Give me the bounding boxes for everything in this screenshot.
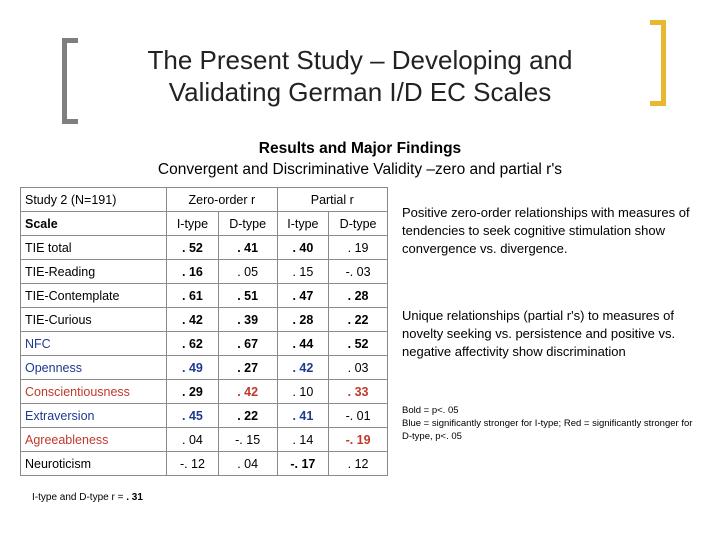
slide-subtitle: Results and Major Findings Convergent an… — [0, 138, 720, 180]
d-type-header: D-type — [217, 211, 278, 236]
value-cell: . 03 — [328, 355, 388, 380]
value-cell: . 39 — [217, 307, 278, 332]
table-footnote: I-type and D-type r = . 31 — [32, 492, 143, 503]
table-row: TIE-Contemplate. 61. 51. 47. 28 — [19, 283, 388, 308]
value-cell: . 16 — [166, 259, 219, 284]
scale-name: Agreeableness — [19, 427, 168, 452]
value-cell: -. 17 — [276, 451, 330, 476]
table-row: Extraversion. 45. 22. 41 -. 01 — [19, 403, 388, 428]
value-cell: . 40 — [276, 235, 330, 260]
scale-name: TIE-Reading — [19, 259, 168, 284]
subtitle-heading: Results and Major Findings — [258, 140, 462, 157]
scale-name: TIE-Contemplate — [19, 283, 168, 308]
value-cell: . 22 — [328, 307, 388, 332]
scale-name: TIE-Curious — [19, 307, 168, 332]
value-cell: . 45 — [166, 403, 219, 428]
footnote-value: . 31 — [126, 492, 143, 503]
results-table: Study 2 (N=191) Zero-order r Partial r S… — [19, 187, 389, 476]
table-row: TIE total. 52. 41. 40. 19 — [19, 235, 388, 260]
value-cell: . 12 — [328, 451, 388, 476]
finding-convergence: Positive zero-order relationships with m… — [402, 205, 690, 256]
value-cell: . 28 — [276, 307, 330, 332]
left-bracket-decoration — [62, 38, 78, 124]
scale-header: Scale — [19, 211, 168, 236]
value-cell: . 05 — [217, 259, 278, 284]
right-bracket-decoration — [650, 20, 666, 106]
finding-discrimination: Unique relationships (partial r's) to me… — [402, 308, 676, 359]
table-header-row-groups: Study 2 (N=191) Zero-order r Partial r — [19, 187, 389, 212]
value-cell: . 27 — [217, 355, 278, 380]
value-cell: . 19 — [328, 235, 388, 260]
value-cell: . 62 — [166, 331, 219, 356]
table-row: Conscientiousness. 29. 42. 10. 33 — [19, 379, 388, 404]
value-cell: . 42 — [166, 307, 219, 332]
partial-header: Partial r — [276, 187, 389, 212]
value-cell: . 52 — [166, 235, 219, 260]
table-row: TIE-Curious. 42. 39. 28. 22 — [19, 307, 388, 332]
value-cell: -. 03 — [328, 259, 388, 284]
table-row: Openness. 49. 27. 42. 03 — [19, 355, 388, 380]
value-cell: -. 01 — [328, 403, 388, 428]
value-cell: . 33 — [328, 379, 388, 404]
scale-name: NFC — [19, 331, 168, 356]
value-cell: . 28 — [328, 283, 388, 308]
value-cell: . 14 — [276, 427, 330, 452]
legend: Bold = p<. 05 Blue = significantly stron… — [402, 404, 702, 443]
slide-title: The Present Study – Developing and Valid… — [147, 45, 573, 107]
value-cell: . 22 — [217, 403, 278, 428]
scale-name: Neuroticism — [19, 451, 168, 476]
value-cell: . 04 — [166, 427, 219, 452]
value-cell: . 49 — [166, 355, 219, 380]
d-type-header: D-type — [328, 211, 388, 236]
footnote-text: I-type and D-type r = — [32, 492, 127, 503]
table-row: Agreeableness. 04 -. 15. 14 -. 19 — [19, 427, 388, 452]
value-cell: . 10 — [276, 379, 330, 404]
table-row: NFC. 62. 67. 44. 52 — [19, 331, 388, 356]
scale-name: TIE total — [19, 235, 168, 260]
value-cell: . 47 — [276, 283, 330, 308]
value-cell: . 51 — [217, 283, 278, 308]
i-type-header: I-type — [276, 211, 330, 236]
value-cell: . 41 — [276, 403, 330, 428]
scale-name: Conscientiousness — [19, 379, 168, 404]
study-label: Study 2 (N=191) — [19, 187, 168, 212]
value-cell: . 29 — [166, 379, 219, 404]
legend-colors: Blue = significantly stronger for I-type… — [402, 418, 693, 442]
scale-name: Extraversion — [19, 403, 168, 428]
zero-order-header: Zero-order r — [166, 187, 278, 212]
value-cell: . 61 — [166, 283, 219, 308]
value-cell: . 41 — [217, 235, 278, 260]
value-cell: . 15 — [276, 259, 330, 284]
table-row: Neuroticism -. 12. 04 -. 17. 12 — [19, 451, 388, 476]
scale-name: Openness — [19, 355, 168, 380]
value-cell: -. 15 — [217, 427, 278, 452]
value-cell: . 04 — [217, 451, 278, 476]
value-cell: . 42 — [276, 355, 330, 380]
table-header-row-columns: Scale I-type D-type I-type D-type — [19, 211, 388, 236]
value-cell: . 44 — [276, 331, 330, 356]
value-cell: . 67 — [217, 331, 278, 356]
value-cell: . 52 — [328, 331, 388, 356]
subtitle-description: Convergent and Discriminative Validity –… — [157, 161, 563, 178]
value-cell: -. 19 — [328, 427, 388, 452]
value-cell: -. 12 — [166, 451, 219, 476]
table-row: TIE-Reading. 16. 05. 15 -. 03 — [19, 259, 388, 284]
legend-bold: Bold = p<. 05 — [402, 405, 459, 416]
i-type-header: I-type — [166, 211, 219, 236]
value-cell: . 42 — [217, 379, 278, 404]
